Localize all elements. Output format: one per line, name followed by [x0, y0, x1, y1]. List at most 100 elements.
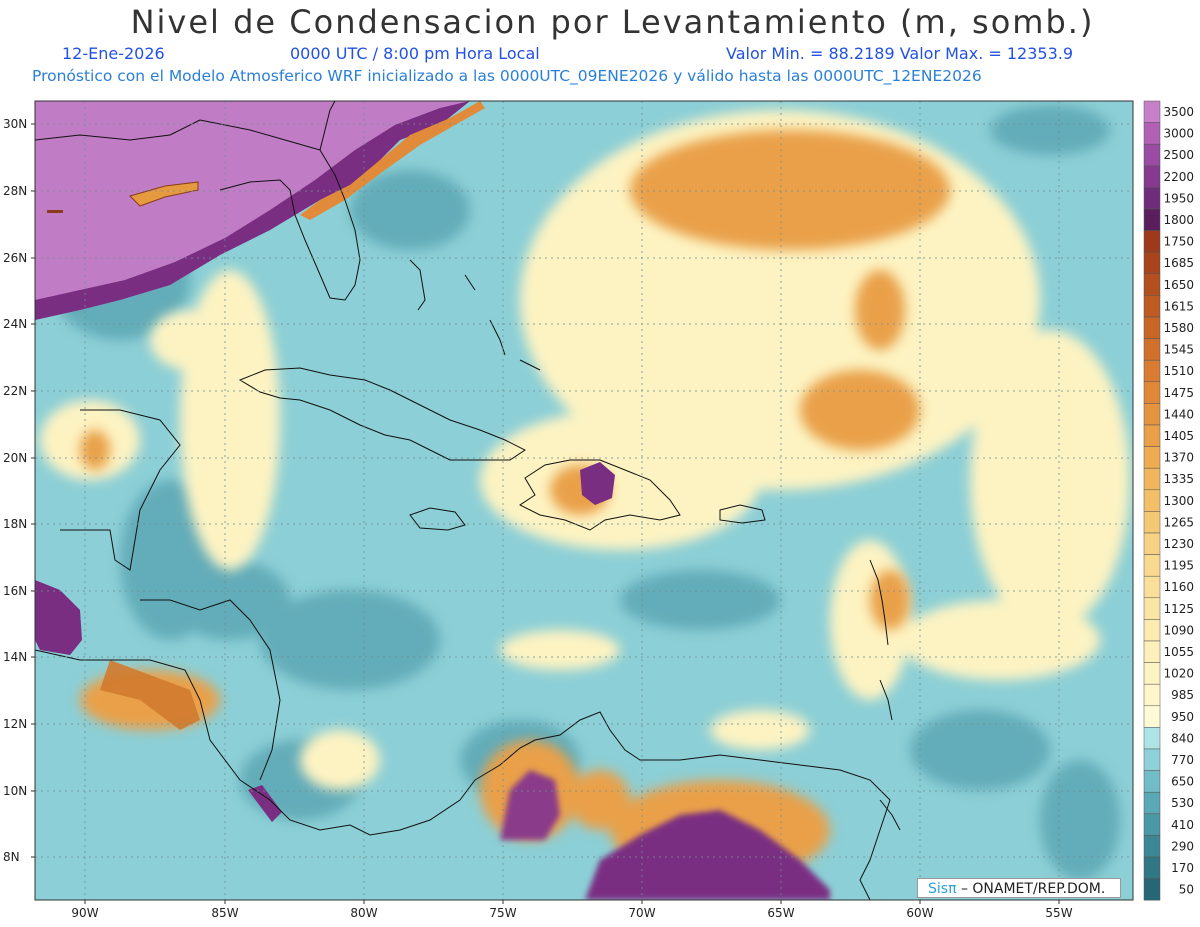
lat-label: 30N — [3, 117, 27, 131]
map-frame — [34, 100, 1134, 901]
colorbar-label: 2200 — [1163, 170, 1194, 184]
lon-label: 55W — [1045, 906, 1072, 920]
colorbar-swatch — [1143, 424, 1161, 447]
colorbar-label: 1650 — [1163, 278, 1194, 292]
colorbar-swatch — [1143, 662, 1161, 685]
colorbar-label: 1615 — [1163, 299, 1194, 313]
colorbar-label: 3000 — [1163, 127, 1194, 141]
colorbar-swatch — [1143, 640, 1161, 663]
brand-logo: Sisπ — [928, 881, 957, 897]
forecast-date: 12-Ene-2026 — [62, 44, 165, 63]
longitude-labels: 90W 85W 80W 75W 70W 65W 60W 55W — [71, 906, 1072, 920]
colorbar: 3500 3000 2500 2200 1950 1800 1750 1685 1650 1615… — [1143, 100, 1194, 901]
colorbar-label: 1265 — [1163, 515, 1194, 529]
lat-label: 18N — [3, 517, 27, 531]
colorbar-swatch — [1143, 619, 1161, 642]
colorbar-label: 1195 — [1163, 559, 1194, 573]
colorbar-label: 1545 — [1163, 343, 1194, 357]
colorbar-swatch — [1143, 143, 1161, 167]
colorbar-swatch — [1143, 187, 1161, 210]
lat-label: 20N — [3, 451, 27, 465]
colorbar-label: 1370 — [1163, 451, 1194, 465]
colorbar-swatch — [1143, 727, 1161, 750]
forecast-time: 0000 UTC / 8:00 pm Hora Local — [290, 44, 540, 63]
colorbar-label: 1125 — [1163, 602, 1194, 616]
colorbar-swatch — [1143, 359, 1161, 383]
lon-label: 65W — [767, 906, 794, 920]
colorbar-label: 1160 — [1163, 580, 1194, 594]
colorbar-swatch — [1143, 813, 1161, 836]
credit-org: – ONAMET/REP.DOM. — [956, 881, 1106, 897]
colorbar-label: 1020 — [1163, 667, 1194, 681]
lat-label: 12N — [3, 717, 27, 731]
colorbar-swatch — [1143, 403, 1161, 426]
lon-label: 90W — [71, 906, 98, 920]
credit-box: Sisπ – ONAMET/REP.DOM. — [917, 878, 1121, 898]
lon-label: 85W — [211, 906, 238, 920]
colorbar-label: 770 — [1171, 753, 1194, 767]
lat-lon-grid — [35, 101, 1133, 900]
lat-label: 28N — [3, 184, 27, 198]
colorbar-swatch — [1143, 230, 1161, 253]
colorbar-label: 530 — [1171, 796, 1194, 810]
colorbar-label: 1685 — [1163, 256, 1194, 270]
colorbar-swatch — [1143, 835, 1161, 858]
colorbar-label: 1055 — [1163, 645, 1194, 659]
colorbar-swatch — [1143, 683, 1161, 707]
colorbar-label: 1440 — [1163, 407, 1194, 421]
colorbar-swatch — [1143, 511, 1161, 534]
lon-label: 80W — [350, 906, 377, 920]
colorbar-label: 290 — [1171, 839, 1194, 853]
colorbar-swatch — [1143, 856, 1161, 879]
colorbar-swatch — [1143, 381, 1161, 404]
lat-label: 14N — [3, 650, 27, 664]
lon-label: 75W — [489, 906, 516, 920]
colorbar-label: 1580 — [1163, 321, 1194, 335]
colorbar-label: 1800 — [1163, 213, 1194, 227]
lat-label: 22N — [3, 384, 27, 398]
latitude-labels: 30N 28N 26N 24N 22N 20N 18N 16N 14N 12N … — [3, 117, 27, 864]
colorbar-label: 2500 — [1163, 148, 1194, 162]
colorbar-label: 840 — [1171, 731, 1194, 745]
colorbar-swatch — [1143, 575, 1161, 599]
colorbar-label: 1405 — [1163, 429, 1194, 443]
lat-label: 10N — [3, 784, 27, 798]
colorbar-swatch — [1143, 467, 1161, 491]
colorbar-swatch — [1143, 770, 1161, 793]
colorbar-swatch — [1143, 316, 1161, 339]
map-title: Nivel de Condensacion por Levantamiento … — [130, 3, 1095, 41]
colorbar-label: 650 — [1171, 775, 1194, 789]
colorbar-label: 1750 — [1163, 235, 1194, 249]
map-field — [35, 101, 1133, 900]
colorbar-swatch — [1143, 295, 1161, 318]
colorbar-swatch — [1143, 878, 1161, 901]
colorbar-label: 3500 — [1163, 105, 1194, 119]
colorbar-label: 1950 — [1163, 191, 1194, 205]
colorbar-swatch — [1143, 208, 1161, 231]
lon-label: 60W — [906, 906, 933, 920]
colorbar-swatch — [1143, 251, 1161, 275]
colorbar-swatch — [1143, 554, 1161, 577]
colorbar-swatch — [1143, 705, 1161, 728]
value-range: Valor Min. = 88.2189 Valor Max. = 12353.… — [726, 44, 1074, 63]
colorbar-swatch — [1143, 122, 1161, 145]
colorbar-swatch — [1143, 165, 1161, 188]
colorbar-swatch — [1143, 446, 1161, 469]
lat-label: 16N — [3, 584, 27, 598]
colorbar-label: 1510 — [1163, 364, 1194, 378]
colorbar-swatch — [1143, 597, 1161, 620]
colorbar-label: 50 — [1179, 883, 1194, 897]
colorbar-label: 1300 — [1163, 494, 1194, 508]
colorbar-label: 1475 — [1163, 386, 1194, 400]
colorbar-swatch — [1143, 532, 1161, 555]
lon-label: 70W — [628, 906, 655, 920]
colorbar-label: 170 — [1171, 861, 1194, 875]
model-init-info: Pronóstico con el Modelo Atmosferico WRF… — [32, 67, 982, 85]
colorbar-swatch — [1143, 100, 1161, 123]
colorbar-label: 1090 — [1163, 623, 1194, 637]
colorbar-label: 1335 — [1163, 472, 1194, 486]
lat-label: 26N — [3, 251, 27, 265]
colorbar-swatch — [1143, 489, 1161, 512]
lat-label: 24N — [3, 317, 27, 331]
